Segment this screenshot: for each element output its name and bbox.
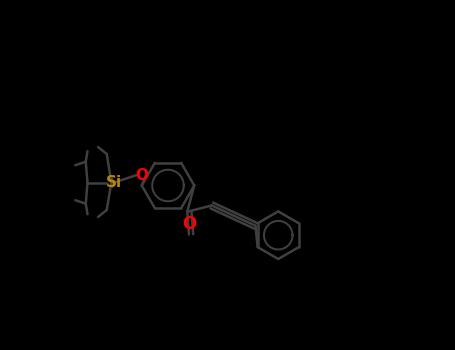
- Text: Si: Si: [106, 175, 122, 190]
- Text: O: O: [182, 215, 196, 233]
- Text: O: O: [135, 168, 148, 182]
